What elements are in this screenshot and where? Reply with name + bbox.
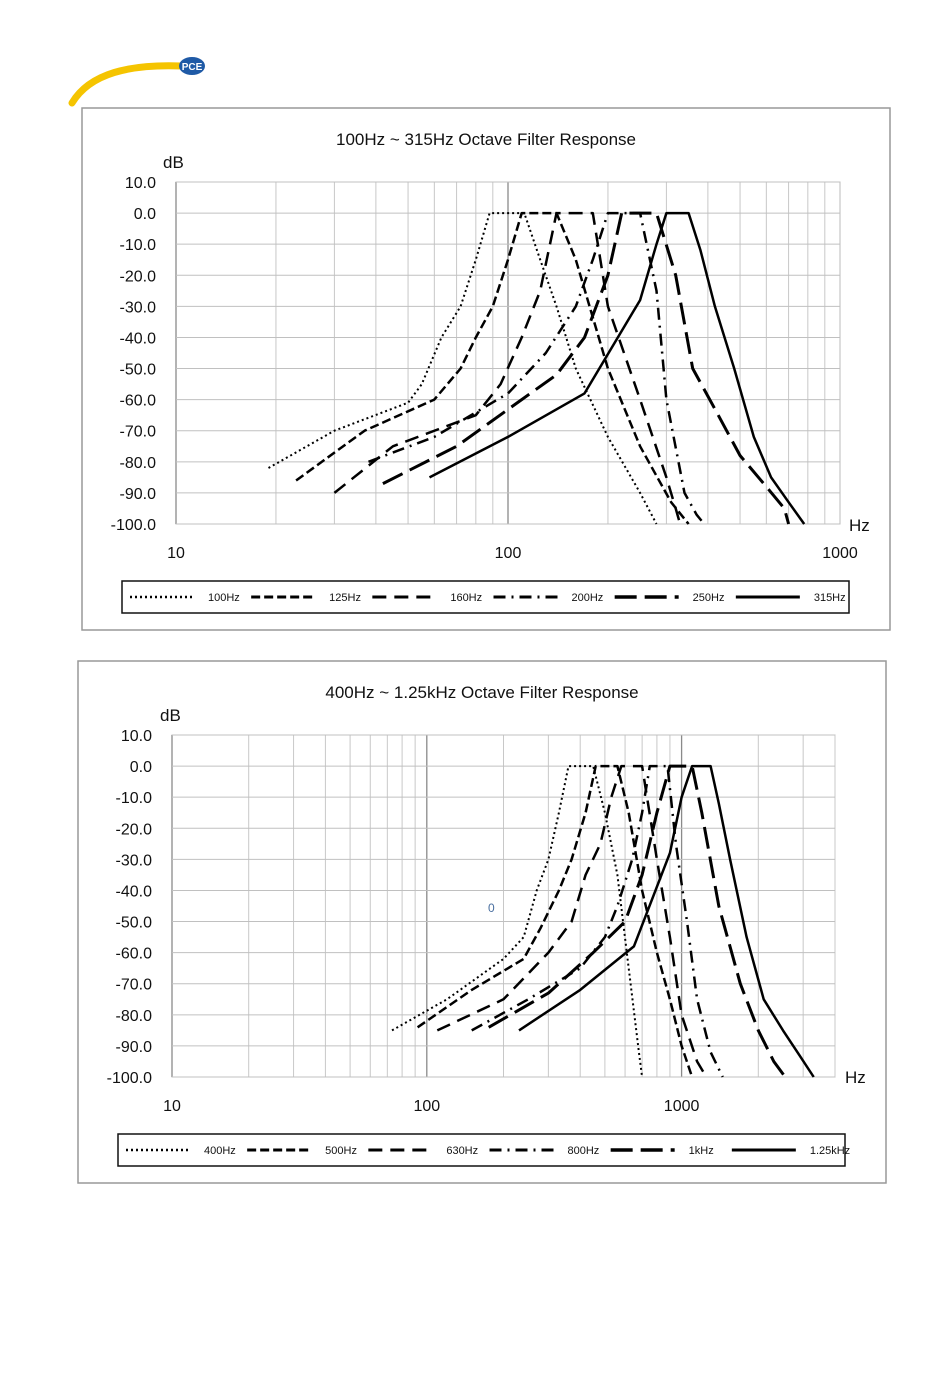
series-line-800hz bbox=[471, 764, 724, 1078]
legend-label: 630Hz bbox=[446, 1145, 478, 1157]
legend-label: 1kHz bbox=[689, 1145, 714, 1157]
y-tick-label: -100.0 bbox=[107, 1070, 152, 1087]
chart-2-xlabel: Hz bbox=[845, 1068, 866, 1087]
legend-label: 1.25kHz bbox=[810, 1145, 850, 1157]
y-tick-label: -90.0 bbox=[120, 486, 157, 503]
series-line-400hz bbox=[391, 765, 644, 1078]
legend-label: 200Hz bbox=[572, 592, 604, 604]
series-line-250hz bbox=[382, 211, 791, 525]
y-tick-label: -40.0 bbox=[120, 330, 157, 347]
y-tick-label: -90.0 bbox=[116, 1039, 153, 1056]
y-tick-label: 0.0 bbox=[130, 759, 152, 776]
series-line-125hz bbox=[295, 211, 690, 525]
legend-label: 100Hz bbox=[208, 592, 240, 604]
x-tick-label: 1000 bbox=[664, 1098, 700, 1115]
series-line-200hz bbox=[368, 211, 706, 525]
y-tick-label: -60.0 bbox=[116, 946, 153, 963]
chart-1-frame bbox=[81, 107, 891, 631]
y-tick-label: -20.0 bbox=[120, 268, 157, 285]
y-tick-label: -70.0 bbox=[116, 977, 153, 994]
y-tick-label: -60.0 bbox=[120, 393, 157, 410]
y-tick-label: -40.0 bbox=[116, 883, 153, 900]
legend-label: 800Hz bbox=[568, 1145, 600, 1157]
chart-1-title: 100Hz ~ 315Hz Octave Filter Response bbox=[336, 130, 636, 149]
y-tick-label: 10.0 bbox=[125, 175, 156, 192]
chart-1-xlabel: Hz bbox=[849, 516, 870, 535]
y-tick-label: -20.0 bbox=[116, 821, 153, 838]
x-tick-label: 1000 bbox=[822, 545, 858, 562]
series-line-1-25khz bbox=[518, 764, 815, 1078]
chart-2-legend-box bbox=[117, 1133, 846, 1167]
pce-logo: PCE bbox=[68, 57, 205, 107]
y-tick-label: 10.0 bbox=[121, 728, 152, 745]
chart-1-ylabel: dB bbox=[163, 153, 184, 172]
legend-label: 125Hz bbox=[329, 592, 361, 604]
series-line-500hz bbox=[416, 764, 694, 1078]
chart-2-annotation: 0 bbox=[488, 901, 495, 915]
y-tick-label: -100.0 bbox=[111, 517, 156, 534]
y-tick-label: -10.0 bbox=[120, 237, 157, 254]
series-line-1khz bbox=[487, 764, 787, 1078]
series-line-100hz bbox=[268, 212, 658, 525]
chart-1-legend-box bbox=[121, 580, 850, 614]
series-line-160hz bbox=[333, 211, 682, 525]
logo-badge bbox=[179, 57, 205, 75]
x-tick-label: 100 bbox=[413, 1098, 440, 1115]
y-tick-label: -70.0 bbox=[120, 424, 157, 441]
y-tick-label: -30.0 bbox=[116, 852, 153, 869]
legend-label: 315Hz bbox=[814, 592, 846, 604]
y-tick-label: -10.0 bbox=[116, 790, 153, 807]
logo-swoosh-icon bbox=[68, 62, 186, 107]
y-tick-label: -50.0 bbox=[120, 362, 157, 379]
series-line-630hz bbox=[436, 764, 708, 1078]
chart-2-title: 400Hz ~ 1.25kHz Octave Filter Response bbox=[325, 683, 638, 702]
chart-2-frame bbox=[77, 660, 887, 1184]
chart-2-ylabel: dB bbox=[160, 706, 181, 725]
y-tick-label: 0.0 bbox=[134, 206, 156, 223]
legend-label: 250Hz bbox=[693, 592, 725, 604]
legend-label: 160Hz bbox=[450, 592, 482, 604]
x-tick-label: 100 bbox=[495, 545, 522, 562]
y-tick-label: -80.0 bbox=[116, 1008, 153, 1025]
plot-area bbox=[175, 181, 841, 525]
x-tick-label: 10 bbox=[167, 545, 185, 562]
plot-area bbox=[171, 734, 836, 1078]
logo-text: PCE bbox=[182, 62, 203, 73]
y-tick-label: -80.0 bbox=[120, 455, 157, 472]
legend-label: 500Hz bbox=[325, 1145, 357, 1157]
y-tick-label: -50.0 bbox=[116, 915, 153, 932]
y-tick-label: -30.0 bbox=[120, 299, 157, 316]
x-tick-label: 10 bbox=[163, 1098, 181, 1115]
legend-label: 400Hz bbox=[204, 1145, 236, 1157]
series-line-315hz bbox=[428, 211, 806, 525]
